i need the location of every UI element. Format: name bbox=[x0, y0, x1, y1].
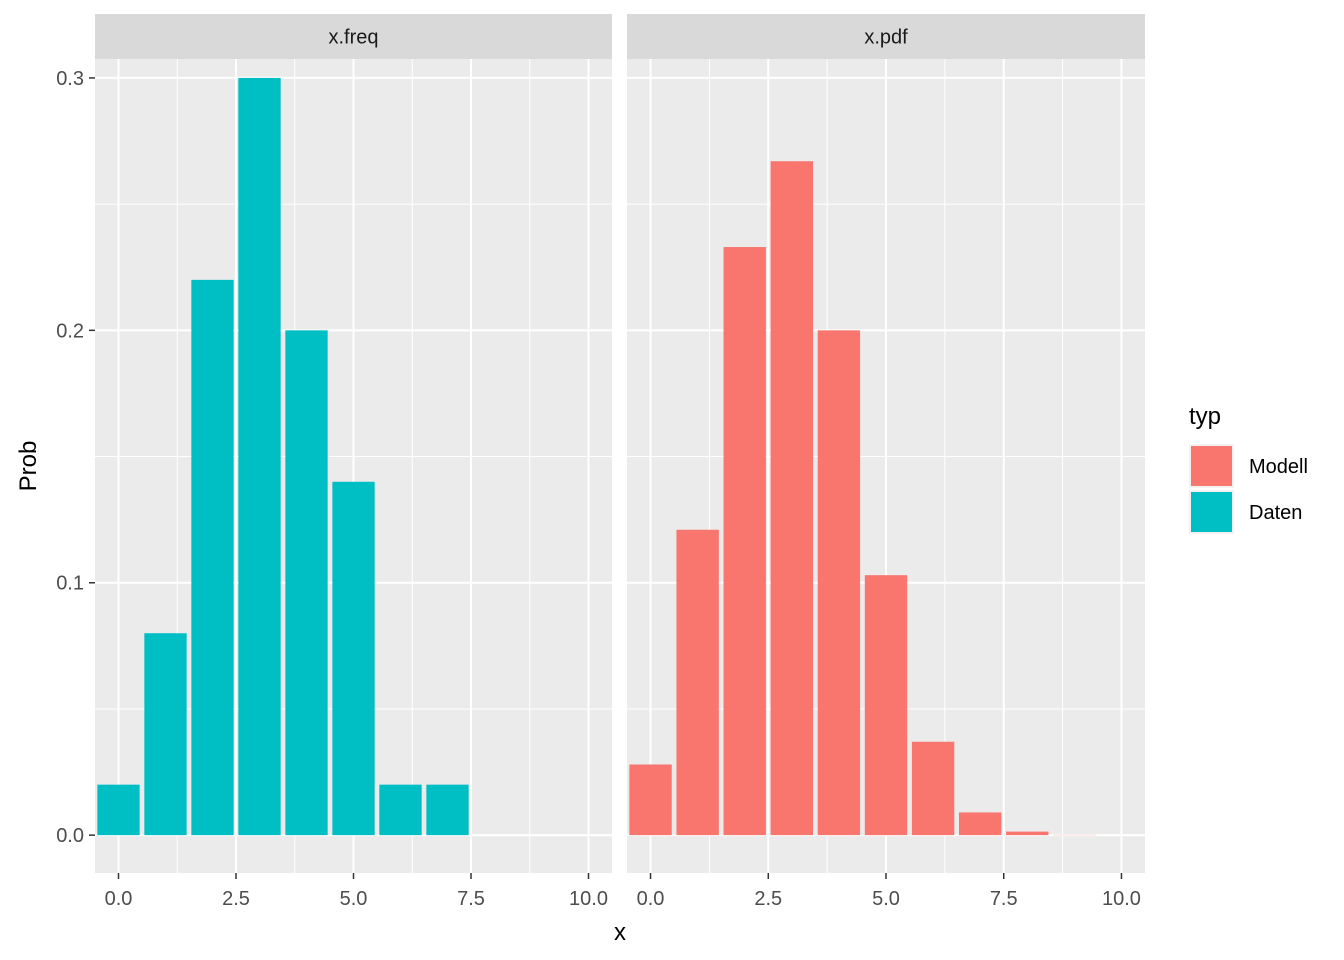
facet-strip-label: x.pdf bbox=[864, 27, 908, 49]
legend-label-daten: Daten bbox=[1249, 502, 1302, 524]
x-tick-label: 5.0 bbox=[340, 888, 368, 910]
facet-strip-label: x.freq bbox=[328, 27, 378, 49]
x-tick-label: 5.0 bbox=[872, 888, 900, 910]
bar-x-freq-x5 bbox=[332, 481, 375, 836]
x-tick-label: 7.5 bbox=[990, 888, 1018, 910]
bar-x-pdf-x7 bbox=[958, 812, 1002, 836]
x-tick-label: 0.0 bbox=[105, 888, 133, 910]
x-tick-label: 10.0 bbox=[569, 888, 608, 910]
facet-strip bbox=[95, 14, 612, 59]
bar-x-pdf-x4 bbox=[817, 330, 861, 836]
x-tick-label: 2.5 bbox=[754, 888, 782, 910]
bar-x-pdf-x8 bbox=[1006, 831, 1049, 836]
bar-x-freq-x2 bbox=[191, 279, 234, 836]
bar-x-freq-x7 bbox=[426, 784, 469, 836]
bar-x-freq-x3 bbox=[238, 77, 281, 836]
x-tick-label: 0.0 bbox=[637, 888, 665, 910]
x-tick-label: 2.5 bbox=[222, 888, 250, 910]
legend-key-modell bbox=[1191, 446, 1232, 486]
x-axis-title: x bbox=[614, 919, 626, 946]
x-tick-label: 7.5 bbox=[457, 888, 485, 910]
bar-x-pdf-x6 bbox=[911, 741, 955, 836]
bar-x-pdf-x3 bbox=[770, 161, 814, 836]
bar-x-pdf-x1 bbox=[676, 529, 719, 836]
bar-x-freq-x1 bbox=[144, 633, 187, 836]
y-axis-title: Prob bbox=[15, 441, 42, 492]
y-tick-label: 0.3 bbox=[56, 68, 84, 90]
bar-x-pdf-x5 bbox=[864, 575, 908, 836]
y-tick-label: 0.0 bbox=[56, 825, 84, 847]
bar-x-pdf-x0 bbox=[629, 764, 672, 836]
legend-title: typ bbox=[1189, 403, 1221, 430]
y-tick-label: 0.2 bbox=[56, 320, 84, 342]
bar-x-freq-x0 bbox=[97, 784, 140, 836]
facet-strip bbox=[627, 14, 1145, 59]
x-tick-label: 10.0 bbox=[1102, 888, 1141, 910]
bar-x-freq-x6 bbox=[379, 784, 422, 836]
bar-x-pdf-x2 bbox=[723, 247, 766, 836]
y-tick-label: 0.1 bbox=[56, 573, 84, 595]
legend-label-modell: Modell bbox=[1249, 456, 1308, 478]
legend-key-daten bbox=[1191, 492, 1232, 532]
bar-x-freq-x4 bbox=[285, 330, 328, 836]
